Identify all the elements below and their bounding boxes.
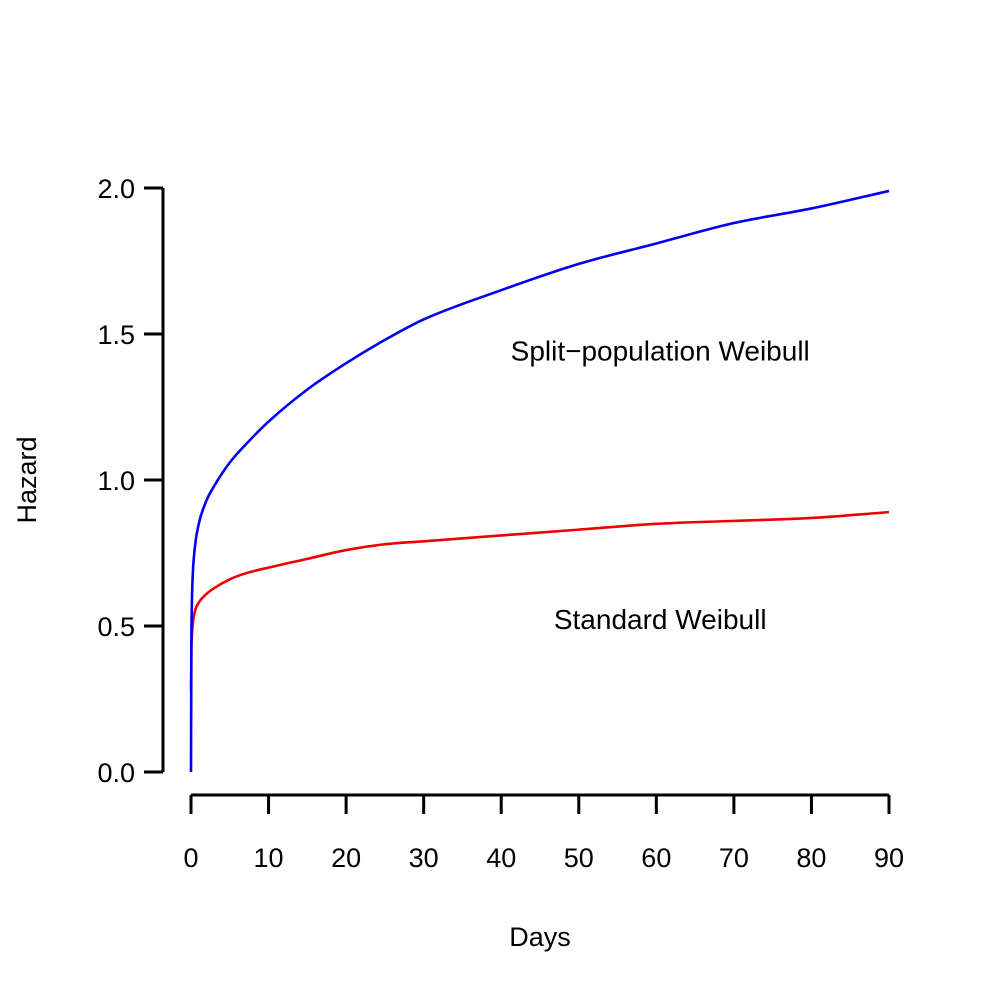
x-tick-label: 70 (719, 843, 749, 873)
x-tick-label: 90 (874, 843, 904, 873)
y-tick-label: 0.0 (97, 758, 135, 788)
annotation-split-population: Split−population Weibull (511, 335, 810, 366)
y-tick-label: 2.0 (97, 174, 135, 204)
x-tick-label: 50 (564, 843, 594, 873)
x-tick-label: 40 (486, 843, 516, 873)
annotation-standard: Standard Weibull (554, 604, 767, 635)
y-tick-label: 0.5 (97, 612, 135, 642)
x-axis: 0 10 20 30 40 50 60 70 80 90 (183, 793, 904, 873)
x-axis-label: Days (509, 922, 571, 952)
x-tick-label: 0 (183, 843, 198, 873)
y-tick-label: 1.0 (97, 466, 135, 496)
series-line-split-population (189, 189, 890, 773)
x-tick-label: 10 (254, 843, 284, 873)
y-axis: 0.0 0.5 1.0 1.5 2.0 (97, 174, 165, 788)
x-tick-label: 60 (641, 843, 671, 873)
annotation-layer: Split−population Weibull Standard Weibull (511, 335, 810, 635)
x-tick-label: 20 (331, 843, 361, 873)
y-tick-label: 1.5 (97, 320, 135, 350)
series-layer (189, 189, 890, 773)
series-line-standard (189, 510, 890, 691)
y-axis-label: Hazard (12, 436, 42, 523)
x-tick-label: 30 (409, 843, 439, 873)
x-tick-label: 80 (796, 843, 826, 873)
